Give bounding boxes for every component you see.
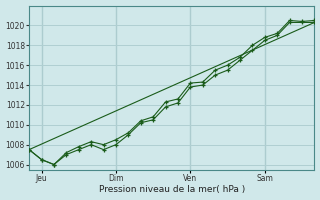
X-axis label: Pression niveau de la mer( hPa ): Pression niveau de la mer( hPa ) (99, 185, 245, 194)
